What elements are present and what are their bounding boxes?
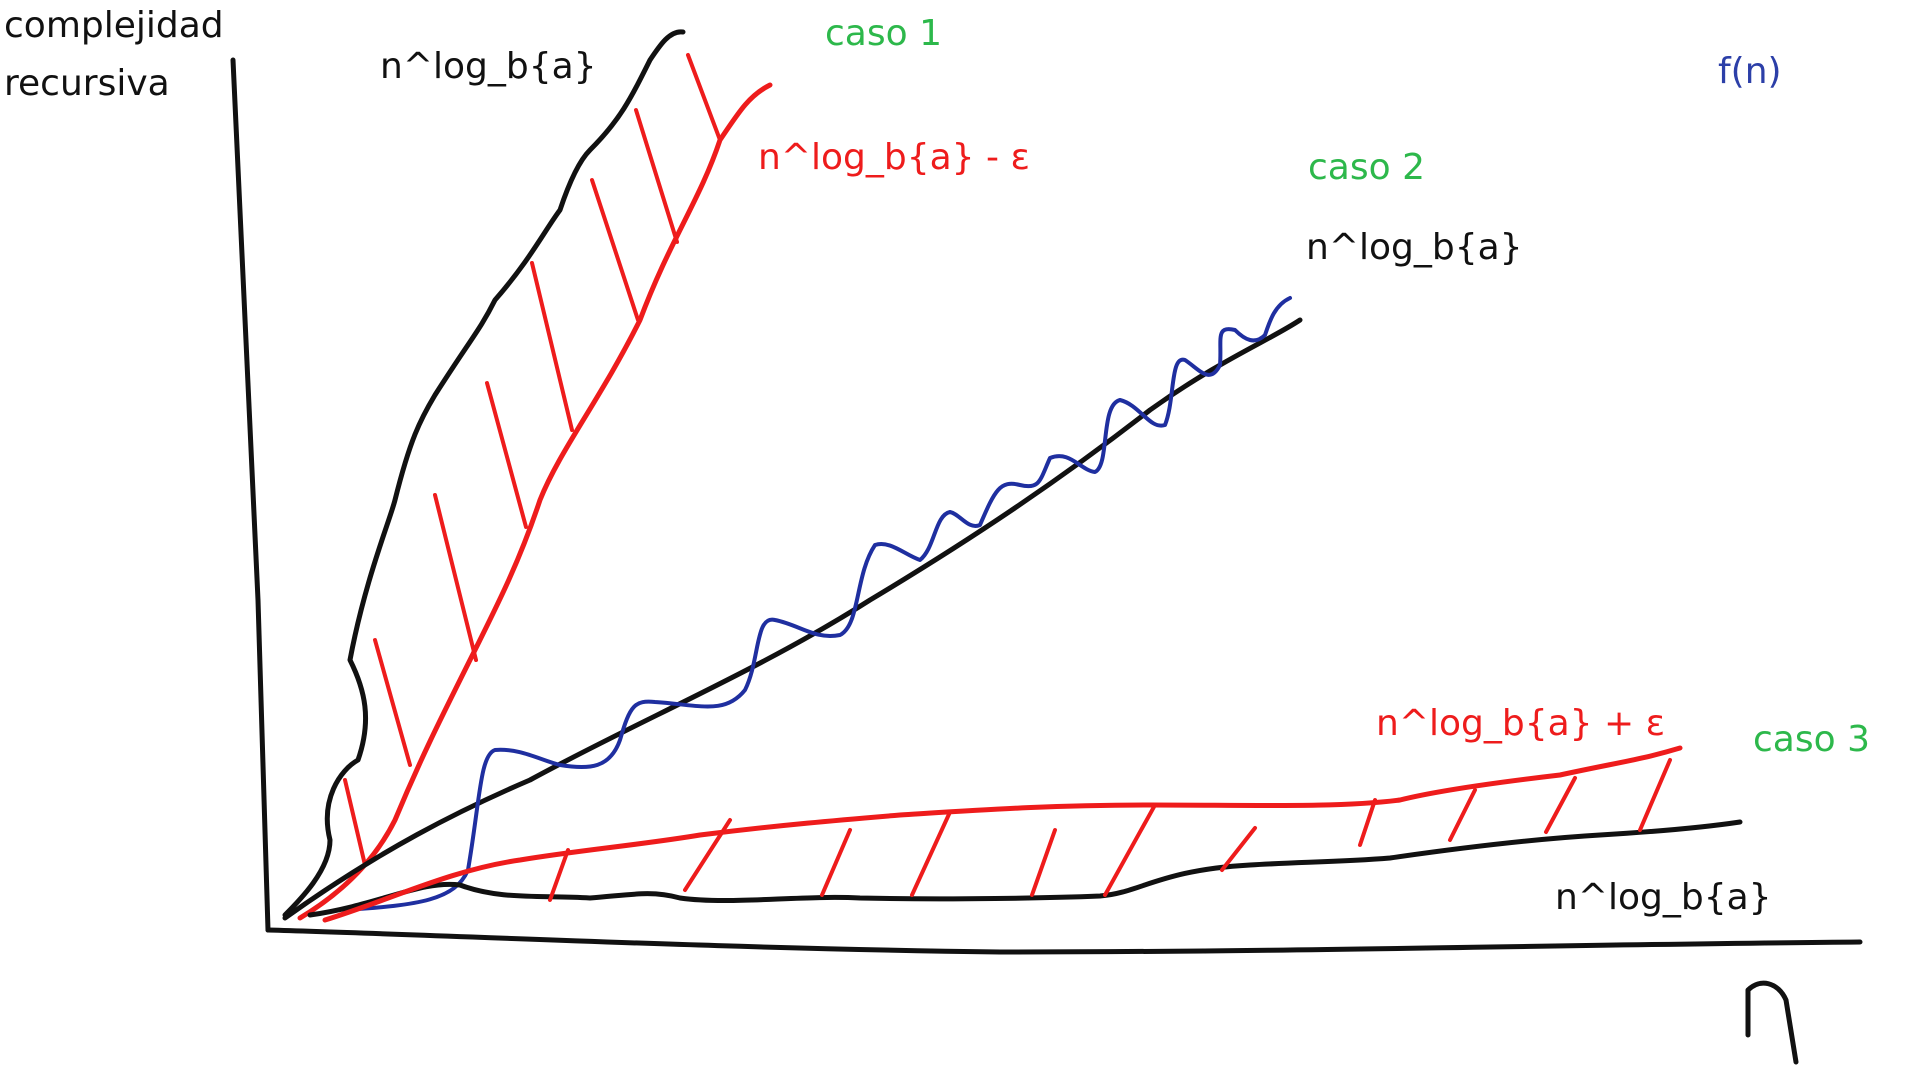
case1-reference-label: n^log_b{a} bbox=[380, 45, 597, 88]
case1-title: caso 1 bbox=[825, 12, 942, 55]
y-axis-label-line1: complejidad bbox=[4, 4, 224, 47]
case1-bound-label: n^log_b{a} - ε bbox=[758, 136, 1030, 179]
case2-reference-label: n^log_b{a} bbox=[1306, 226, 1523, 269]
fn-label: f(n) bbox=[1718, 50, 1782, 93]
case2-title: caso 2 bbox=[1308, 146, 1425, 189]
y-axis-label-line2: recursiva bbox=[4, 62, 170, 105]
y-axis bbox=[233, 60, 268, 930]
case2-reference-line bbox=[285, 320, 1300, 918]
x-axis-letter-n bbox=[1748, 983, 1796, 1062]
case1-epsilon-curve bbox=[300, 85, 770, 918]
case3-reference-label: n^log_b{a} bbox=[1555, 876, 1772, 919]
case3-bound-label: n^log_b{a} + ε bbox=[1376, 702, 1665, 745]
x-axis bbox=[268, 930, 1860, 952]
case3-title: caso 3 bbox=[1753, 718, 1870, 761]
case3-reference-curve bbox=[310, 822, 1740, 915]
case1-hatching bbox=[345, 55, 720, 865]
